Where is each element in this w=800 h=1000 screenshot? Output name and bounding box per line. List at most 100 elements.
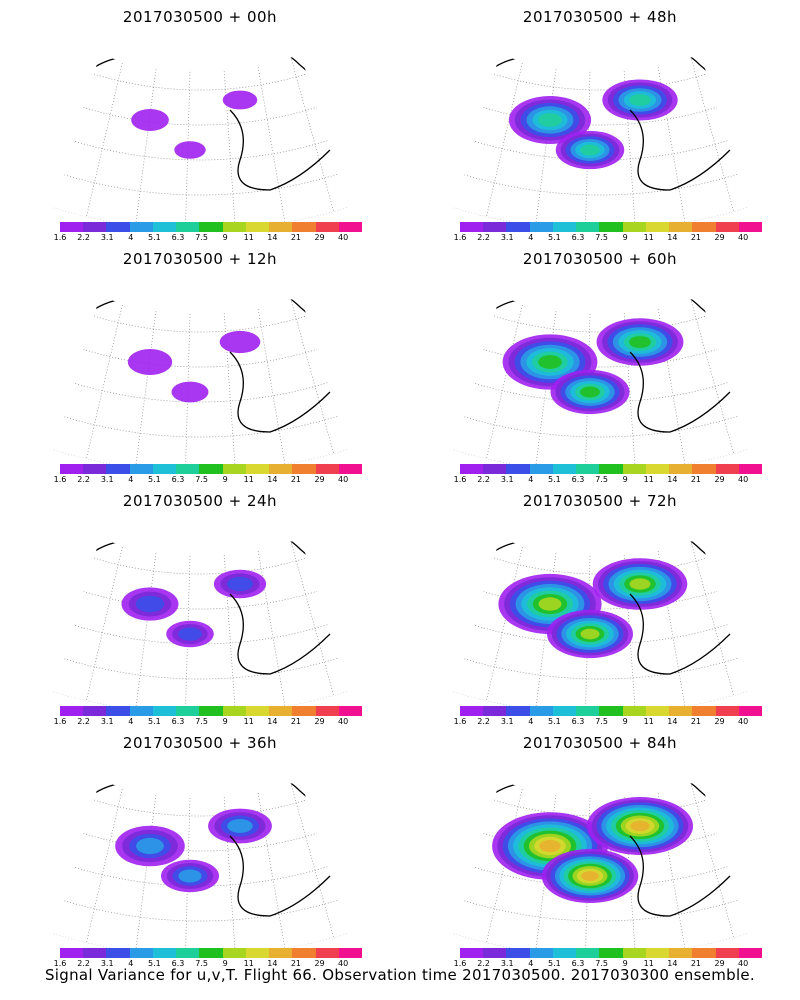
colorbar-label: 11: [243, 959, 254, 968]
latitude-line: [52, 296, 349, 333]
colorbar-labels: 1.6 2.2 3.1 4 5.1 6.3 7.5 9 11 14 21 29 40: [53, 717, 365, 727]
colorbar-labels: 1.6 2.2 3.1 4 5.1 6.3 7.5 9 11 14 21 29 40: [54, 959, 365, 969]
colorbar-swatch: [152, 706, 177, 716]
colorbar-swatch: [576, 706, 600, 716]
colorbar-labels: 1.6 2.2 3.1 4 5.1 6.3 7.5 9 11 14 21 29 40: [454, 233, 765, 243]
variance-contour: [131, 109, 169, 131]
colorbar-label: 2.2: [477, 233, 490, 242]
colorbar-label: 29: [314, 959, 325, 968]
colorbar-label: 1.6: [53, 717, 67, 726]
latitude-line: [52, 538, 349, 610]
longitude-line: [250, 54, 289, 231]
latitude-line: [452, 54, 749, 91]
colorbar-swatch: [669, 222, 693, 232]
map-panel: 2017030500 + 60h 1.6 2.2 3.1 4 5.1 6.3 7.5 9 11 14…: [400, 242, 800, 484]
colorbar-swatch: [269, 464, 293, 474]
polar-map: [452, 780, 749, 957]
longitude-line: [279, 780, 340, 957]
colorbar-swatch: [83, 464, 107, 474]
polar-map: [452, 54, 749, 231]
colorbar-swatch: [60, 222, 84, 232]
colorbar-swatch: [60, 948, 84, 958]
colorbar-label: 29: [314, 475, 325, 484]
colorbar-swatch: [83, 222, 107, 232]
polar-map: [52, 54, 349, 231]
longitude-line: [250, 538, 289, 715]
colorbar-swatch: [599, 948, 623, 958]
colorbar-swatch: [60, 706, 84, 716]
coastline: [52, 780, 349, 917]
colorbar-swatch: [645, 464, 670, 474]
colorbar-swatch: [529, 464, 553, 474]
colorbar-label: 21: [290, 717, 302, 726]
map-panel: 2017030500 + 84h 1.6 2.2 3.1 4 5.1 6.3 7.5 9 11 14…: [400, 726, 800, 968]
colorbar-label: 21: [690, 475, 702, 484]
variance-contour: [629, 336, 651, 348]
colorbar-swatch: [199, 948, 223, 958]
colorbar-swatch: [460, 706, 484, 716]
longitude-line: [279, 54, 340, 231]
colorbar-label: 21: [290, 959, 302, 968]
colorbar-swatch: [715, 222, 739, 232]
colorbar-label: 1.6: [53, 475, 67, 484]
variance-contour: [580, 386, 600, 398]
panel-title: 2017030500 + 84h: [522, 734, 678, 752]
colorbar-swatch: [176, 464, 200, 474]
colorbar-label: 21: [690, 959, 702, 968]
colorbar-swatch: [506, 948, 530, 958]
colorbar-label: 7.5: [595, 717, 608, 726]
longitude-line: [132, 296, 162, 473]
colorbar-label: 3.1: [500, 959, 514, 968]
colorbar-label: 7.5: [195, 233, 208, 242]
colorbar-label: 14: [267, 959, 278, 968]
colorbar-label: 21: [290, 475, 302, 484]
colorbar-swatch: [338, 706, 363, 716]
colorbar-swatch: [83, 948, 107, 958]
colorbar-label: 21: [690, 717, 702, 726]
colorbar-label: 21: [690, 233, 702, 242]
colorbar-swatch: [315, 222, 339, 232]
longitude-line: [220, 54, 238, 231]
variance-contour: [538, 355, 562, 369]
panel-title: 2017030500 + 72h: [522, 492, 678, 510]
longitude-line: [184, 54, 192, 231]
colorbar-swatch: [622, 222, 646, 232]
colorbar-swatch: [622, 948, 646, 958]
variance-contour: [174, 141, 206, 159]
colorbar-swatch: [129, 222, 153, 232]
colorbar-swatch: [315, 706, 339, 716]
latitude-line: [52, 296, 349, 368]
colorbar-label: 4: [128, 475, 134, 484]
colorbar-swatch: [669, 706, 693, 716]
colorbar-swatch: [106, 706, 130, 716]
colorbar-labels: 1.6 2.2 3.1 4 5.1 6.3 7.5 9 11 14 21 29 40: [54, 233, 365, 243]
colorbar-label: 40: [738, 475, 749, 484]
colorbar-swatch: [269, 948, 293, 958]
longitude-line: [308, 538, 349, 699]
polar-map: [452, 296, 749, 473]
longitude-line: [452, 538, 504, 707]
colorbar-label: 4: [128, 959, 134, 968]
colorbar-swatch: [599, 706, 623, 716]
latitude-line: [52, 780, 349, 957]
colorbar-swatch: [715, 706, 739, 716]
longitude-line: [52, 296, 104, 465]
colorbar-swatch: [460, 222, 484, 232]
colorbar-label: 4: [528, 233, 534, 242]
colorbar-swatch: [738, 222, 763, 232]
variance-contour: [222, 90, 258, 110]
polar-map: [452, 538, 749, 715]
longitude-line: [279, 296, 340, 473]
colorbar-swatch: [715, 948, 739, 958]
colorbar-swatch: [692, 222, 716, 232]
colorbar-label: 21: [290, 233, 302, 242]
latitude-line: [52, 54, 349, 161]
colorbar-swatch: [552, 464, 577, 474]
colorbar-swatch: [152, 222, 177, 232]
colorbar-label: 3.1: [100, 475, 114, 484]
latitude-line: [52, 538, 349, 715]
colorbar-label: 40: [338, 233, 349, 242]
colorbar-label: 14: [667, 475, 678, 484]
colorbar-swatch: [529, 948, 553, 958]
panel-title: 2017030500 + 00h: [122, 8, 278, 26]
